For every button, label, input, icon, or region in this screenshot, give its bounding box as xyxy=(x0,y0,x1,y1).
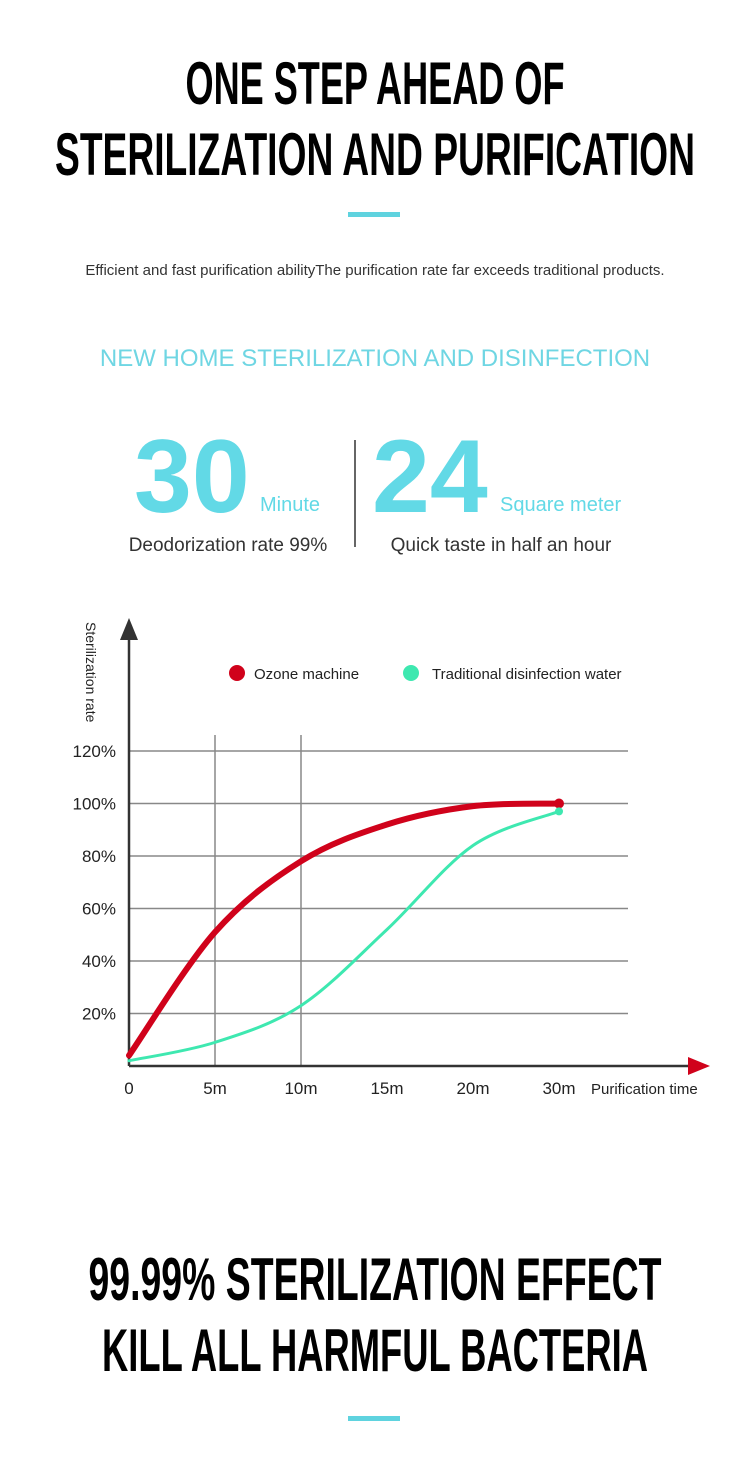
series-line xyxy=(126,800,562,1059)
legend-marker xyxy=(403,665,419,681)
y-tick-label: 80% xyxy=(82,847,116,866)
y-tick-label: 40% xyxy=(82,952,116,971)
subtitle: Efficient and fast purification abilityT… xyxy=(85,262,664,279)
end-marker xyxy=(555,807,563,816)
legend-marker xyxy=(229,665,245,681)
section-heading: NEW HOME STERILIZATION AND DISINFECTION xyxy=(100,345,650,372)
stat-number: 30 xyxy=(134,419,250,535)
divider xyxy=(348,1416,400,1421)
y-axis-label: Sterilization rate xyxy=(83,622,99,723)
y-tick-label: 100% xyxy=(73,795,116,814)
y-tick-label: 20% xyxy=(82,1005,116,1024)
x-tick-label: 20m xyxy=(456,1079,489,1098)
legend-label: Ozone machine xyxy=(254,666,359,683)
divider xyxy=(348,212,400,217)
stat-number: 24 xyxy=(372,419,488,535)
stat-unit: Square meter xyxy=(500,494,622,516)
y-tick-label: 120% xyxy=(73,742,116,761)
y-axis-arrow xyxy=(120,618,138,640)
x-tick-label: 0 xyxy=(124,1079,133,1098)
page-title: STERILIZATION AND PURIFICATION xyxy=(55,121,695,188)
x-tick-label: 15m xyxy=(370,1079,403,1098)
legend-label: Traditional disinfection water xyxy=(432,666,622,683)
stat-caption: Deodorization rate 99% xyxy=(129,535,328,556)
x-tick-label: 5m xyxy=(203,1079,227,1098)
y-tick-label: 60% xyxy=(82,900,116,919)
footer-title: KILL ALL HARMFUL BACTERIA xyxy=(102,1317,648,1384)
x-tick-label: 10m xyxy=(284,1079,317,1098)
stat-unit: Minute xyxy=(260,494,320,516)
series-line xyxy=(127,809,561,1063)
stat-caption: Quick taste in half an hour xyxy=(391,535,612,556)
x-axis-arrow xyxy=(688,1057,710,1075)
x-axis-label: Purification time xyxy=(591,1081,698,1098)
page-title: ONE STEP AHEAD OF xyxy=(186,50,565,117)
footer-title: 99.99% STERILIZATION EFFECT xyxy=(89,1246,662,1313)
x-tick-label: 30m xyxy=(542,1079,575,1098)
end-marker xyxy=(554,798,564,809)
